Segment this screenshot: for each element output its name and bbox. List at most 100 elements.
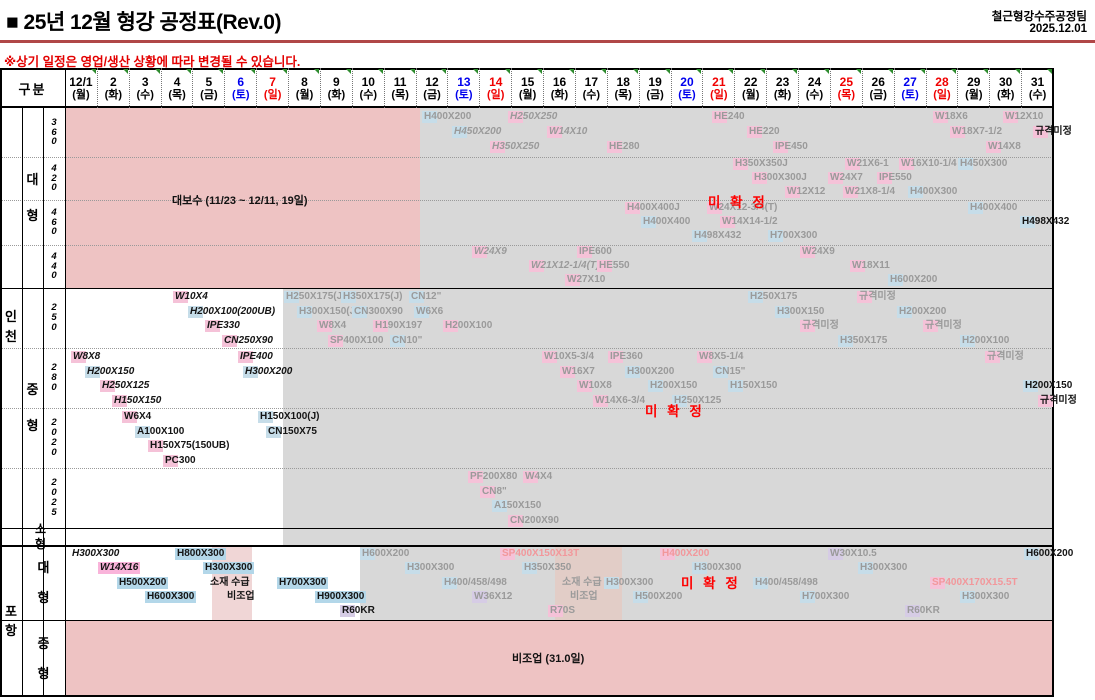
day-header-cell: 12 (금)	[415, 68, 448, 108]
schedule-label: PF200X80	[468, 471, 520, 483]
schedule-label: W12X12	[785, 186, 828, 198]
schedule-label: W24X9	[472, 246, 509, 258]
schedule-region	[65, 620, 1053, 697]
schedule-region	[420, 108, 1053, 288]
day-header-cell: 9 (화)	[319, 68, 352, 108]
schedule-label: H400/458/498	[753, 576, 820, 589]
notice-text: ※상기 일정은 영업/생산 상황에 따라 변경될 수 있습니다.	[4, 55, 301, 69]
day-header-cell: 2 (화)	[96, 68, 129, 108]
schedule-label: W21X6-1	[845, 158, 891, 170]
row-header-2020: 2 0 2 0	[51, 417, 57, 458]
day-number: 20	[680, 74, 694, 89]
day-of-week: (월)	[72, 88, 90, 101]
schedule-label: R60KR	[340, 605, 377, 618]
schedule-label: H150X150	[728, 380, 780, 392]
schedule-label: W18X11	[850, 260, 892, 272]
comment-marker-icon	[409, 69, 415, 74]
day-number: 9	[333, 74, 340, 89]
day-number: 6	[237, 74, 245, 89]
day-number: 19	[648, 74, 662, 89]
team-name: 철근형강수주공정팀	[991, 11, 1087, 23]
schedule-label: W4X4	[523, 471, 555, 483]
no-operation-note: 비조업 (31.0일)	[512, 653, 585, 665]
schedule-label: H400X200	[660, 548, 712, 560]
schedule-label: IPE600	[577, 246, 614, 258]
day-number: 15	[520, 74, 535, 89]
comment-marker-icon	[1046, 69, 1052, 74]
comment-marker-icon	[568, 69, 574, 74]
schedule-label: HE280	[607, 141, 642, 153]
comment-marker-icon	[537, 69, 543, 74]
schedule-label: W16X7	[560, 365, 597, 378]
day-number: 24	[807, 74, 822, 89]
schedule-label: W8X5-1/4	[697, 351, 746, 363]
day-number: 3	[141, 74, 149, 89]
schedule-label: H500X200	[117, 576, 169, 589]
schedule-label: SP400X150X13T	[500, 548, 582, 560]
grid-hline	[0, 157, 1053, 158]
day-of-week: (월)	[518, 88, 537, 101]
schedule-label: H300X150(J)	[297, 305, 361, 318]
grid-hline	[0, 528, 1053, 529]
title-divider	[0, 40, 1095, 43]
grid-hline	[0, 245, 1053, 246]
comment-marker-icon	[250, 69, 256, 74]
comment-marker-icon	[90, 69, 96, 74]
schedule-label: H400X200	[422, 111, 474, 123]
schedule-label: H350X175	[838, 334, 890, 347]
schedule-label: CN200X90	[508, 514, 561, 527]
schedule-label: W14X14-1/2	[720, 216, 780, 228]
day-header-cell: 20 (토)	[670, 68, 703, 108]
grid-vline	[43, 108, 44, 697]
grid-hline	[0, 620, 1053, 621]
schedule-label: H300X300J	[752, 172, 809, 184]
day-header-cell: 27 (토)	[893, 68, 926, 108]
schedule-label: H300X300	[72, 548, 120, 559]
day-of-week: (일)	[933, 88, 951, 101]
row-header-중형: 중 형	[26, 381, 39, 433]
schedule-label: CN150X75	[266, 425, 319, 438]
schedule-label: W14X10	[547, 126, 590, 138]
schedule-label: H498X432	[692, 230, 744, 242]
day-of-week: (수)	[1028, 88, 1047, 101]
schedule-label: IPE360	[608, 351, 645, 363]
row-header-250: 2 5 0	[51, 302, 57, 333]
day-of-week: (수)	[359, 88, 377, 101]
grid-hline	[0, 106, 1053, 108]
day-number: 23	[775, 74, 790, 89]
day-header-cell: 24 (수)	[798, 68, 830, 108]
schedule-label: HE220	[747, 126, 782, 138]
day-header-cell: 30 (화)	[989, 68, 1021, 108]
grid-hline	[0, 545, 1053, 547]
schedule-label: H250X250	[508, 111, 560, 123]
day-number: 14	[489, 74, 503, 89]
schedule-label: H200X150	[85, 365, 137, 378]
schedule-label: H700X300	[768, 230, 820, 242]
day-number: 11	[393, 74, 407, 89]
schedule-label: W18X6	[933, 111, 970, 123]
comment-marker-icon	[696, 69, 702, 74]
day-header-cell: 17 (수)	[574, 68, 607, 108]
schedule-label: 규격미정	[1038, 394, 1079, 407]
day-number: 10	[361, 74, 375, 89]
schedule-label: H900X300	[315, 590, 367, 603]
schedule-label: CN12"	[409, 291, 444, 303]
schedule-label: SP400X100	[328, 334, 386, 347]
unconfirmed-note-1: 미 확 정	[708, 195, 768, 210]
schedule-label: W8X4	[317, 320, 349, 332]
day-header-cell: 10 (수)	[351, 68, 384, 108]
day-of-week: (화)	[773, 88, 792, 101]
day-number: 2	[109, 74, 117, 89]
comment-marker-icon	[313, 69, 319, 74]
day-number: 27	[903, 74, 917, 89]
day-header-cell: 13 (토)	[447, 68, 479, 108]
schedule-label: H350X250	[490, 141, 542, 153]
schedule-label: H350X175(J)	[341, 291, 405, 303]
row-header-2025: 2 0 2 5	[51, 477, 57, 518]
comment-marker-icon	[1015, 69, 1021, 74]
day-header-cell: 19 (금)	[638, 68, 671, 108]
day-number: 4	[173, 74, 181, 89]
day-of-week: (화)	[996, 88, 1015, 101]
day-of-week: (화)	[327, 88, 346, 101]
day-header-cell: 15 (월)	[511, 68, 543, 108]
